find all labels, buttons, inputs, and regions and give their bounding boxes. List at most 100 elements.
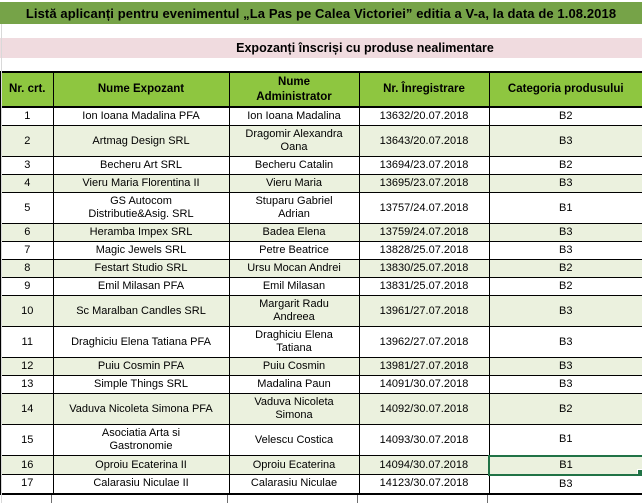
cell-expozant[interactable]: Emil Milasan PFA — [52, 277, 230, 296]
cell-expozant[interactable]: Vaduva Nicoleta Simona PFA — [52, 393, 230, 425]
cell-nr-crt[interactable]: 1 — [0, 106, 54, 126]
cell-categoria[interactable]: B1 — [488, 454, 642, 476]
cell-inregistrare[interactable]: 14091/30.07.2018 — [358, 375, 490, 394]
cell-inregistrare[interactable]: 13961/27.07.2018 — [358, 295, 490, 327]
cell-expozant[interactable]: Simple Things SRL — [52, 375, 230, 394]
cell-administrator[interactable]: Petre Beatrice — [228, 241, 360, 260]
cell-categoria[interactable]: B3 — [488, 125, 642, 157]
cell-expozant[interactable]: GS Autocom Distributie&Asig. SRL — [52, 192, 230, 224]
cell-categoria[interactable]: B1 — [488, 424, 642, 456]
cell-nr-crt[interactable]: 8 — [0, 259, 54, 278]
cell-inregistrare[interactable]: 13962/27.07.2018 — [358, 326, 490, 358]
cell-nr-crt[interactable]: 16 — [0, 455, 54, 475]
cell-nr-crt[interactable]: 11 — [0, 326, 54, 358]
cell-administrator[interactable]: Vieru Maria — [228, 174, 360, 193]
cell-administrator[interactable]: Velescu Costica — [228, 424, 360, 456]
col-header-nr-crt[interactable]: Nr. crt. — [0, 71, 54, 108]
cell-categoria[interactable]: B3 — [488, 375, 642, 394]
cell-categoria[interactable]: B1 — [488, 192, 642, 224]
table-row: 14 Vaduva Nicoleta Simona PFA Vaduva Nic… — [0, 393, 642, 425]
cell-nr-crt[interactable]: 10 — [0, 295, 54, 327]
cell-nr-crt[interactable]: 14 — [0, 393, 54, 425]
cell-inregistrare[interactable]: 13694/23.07.2018 — [358, 156, 490, 175]
cell-administrator[interactable]: Vaduva Nicoleta Simona — [228, 393, 360, 425]
cell-administrator[interactable]: Draghiciu Elena Tatiana — [228, 326, 360, 358]
cell-nr-crt[interactable]: 2 — [0, 125, 54, 157]
cell-categoria[interactable]: B3 — [488, 357, 642, 376]
cell-categoria[interactable]: B3 — [488, 326, 642, 358]
col-header-inregistrare[interactable]: Nr. Înregistrare — [358, 71, 490, 108]
cell-inregistrare[interactable]: 13757/24.07.2018 — [358, 192, 490, 224]
cell-nr-crt[interactable]: 7 — [0, 241, 54, 260]
cell-inregistrare[interactable]: 14092/30.07.2018 — [358, 393, 490, 425]
cell-expozant[interactable]: Artmag Design SRL — [52, 125, 230, 157]
cell-inregistrare[interactable]: 13831/25.07.2018 — [358, 277, 490, 296]
cell-administrator[interactable]: Madalina Paun — [228, 375, 360, 394]
cell-expozant[interactable]: Magic Jewels SRL — [52, 241, 230, 260]
cell-expozant[interactable]: Festart Studio SRL — [52, 259, 230, 278]
cell-administrator[interactable]: Ursu Mocan Andrei — [228, 259, 360, 278]
cell-categoria[interactable]: B2 — [488, 106, 642, 126]
cell-categoria[interactable]: B3 — [488, 295, 642, 327]
cell-administrator[interactable]: Calarasiu Niculae — [228, 474, 360, 494]
cell-expozant[interactable]: Sc Maralban Candles SRL — [52, 295, 230, 327]
cell-inregistrare[interactable]: 13759/24.07.2018 — [358, 223, 490, 242]
cell-administrator[interactable]: Stuparu Gabriel Adrian — [228, 192, 360, 224]
cell-expozant[interactable]: Asociatia Arta si Gastronomie — [52, 424, 230, 456]
title-bar[interactable]: Listă aplicanți pentru evenimentul „La P… — [0, 2, 642, 24]
cell-nr-crt[interactable]: 12 — [0, 357, 54, 376]
col-header-administrator[interactable]: Nume Administrator — [228, 71, 360, 108]
subtitle-bar[interactable]: Expozanți înscriși cu produse nealimenta… — [0, 38, 642, 58]
cell-expozant[interactable]: Ion Ioana Madalina PFA — [52, 106, 230, 126]
cell-administrator[interactable]: Ion Ioana Madalina — [228, 106, 360, 126]
cell-categoria[interactable]: B2 — [488, 393, 642, 425]
cell-nr-crt[interactable]: 3 — [0, 156, 54, 175]
table-row: 9 Emil Milasan PFA Emil Milasan 13831/25… — [0, 277, 642, 296]
cell-categoria[interactable]: B2 — [488, 277, 642, 296]
cell-nr-crt[interactable]: 15 — [0, 424, 54, 456]
cell-expozant[interactable]: Draghiciu Elena Tatiana PFA — [52, 326, 230, 358]
cell-administrator[interactable]: Badea Elena — [228, 223, 360, 242]
cell-expozant[interactable]: Calarasiu Niculae II — [52, 474, 230, 494]
cell-categoria[interactable]: B3 — [488, 174, 642, 193]
gridline-stub — [357, 494, 358, 503]
cell-categoria[interactable]: B2 — [488, 259, 642, 278]
cell-inregistrare[interactable]: 13830/25.07.2018 — [358, 259, 490, 278]
cell-inregistrare[interactable]: 13828/25.07.2018 — [358, 241, 490, 260]
cell-nr-crt[interactable]: 9 — [0, 277, 54, 296]
cell-inregistrare[interactable]: 13632/20.07.2018 — [358, 106, 490, 126]
cell-inregistrare[interactable]: 14123/30.07.2018 — [358, 474, 490, 494]
cell-categoria[interactable]: B3 — [488, 474, 642, 494]
table-row: 13 Simple Things SRL Madalina Paun 14091… — [0, 375, 642, 394]
gridline-stub — [227, 494, 228, 503]
cell-administrator[interactable]: Puiu Cosmin — [228, 357, 360, 376]
gridline-stub — [1, 494, 2, 503]
applicants-table: Nr. crt. Nume Expozant Nume Administrato… — [0, 71, 642, 495]
cell-inregistrare[interactable]: 13981/27.07.2018 — [358, 357, 490, 376]
cell-inregistrare[interactable]: 14093/30.07.2018 — [358, 424, 490, 456]
cell-administrator[interactable]: Becheru Catalin — [228, 156, 360, 175]
cell-expozant[interactable]: Vieru Maria Florentina II — [52, 174, 230, 193]
cell-expozant[interactable]: Heramba Impex SRL — [52, 223, 230, 242]
cell-expozant[interactable]: Becheru Art SRL — [52, 156, 230, 175]
cell-categoria[interactable]: B3 — [488, 241, 642, 260]
table-row: 2 Artmag Design SRL Dragomir Alexandra O… — [0, 125, 642, 157]
cell-administrator[interactable]: Emil Milasan — [228, 277, 360, 296]
cell-nr-crt[interactable]: 6 — [0, 223, 54, 242]
cell-inregistrare[interactable]: 13695/23.07.2018 — [358, 174, 490, 193]
cell-nr-crt[interactable]: 17 — [0, 474, 54, 494]
cell-administrator[interactable]: Margarit Radu Andreea — [228, 295, 360, 327]
col-header-expozant[interactable]: Nume Expozant — [52, 71, 230, 108]
cell-categoria[interactable]: B2 — [488, 156, 642, 175]
cell-categoria[interactable]: B3 — [488, 223, 642, 242]
cell-administrator[interactable]: Dragomir Alexandra Oana — [228, 125, 360, 157]
cell-expozant[interactable]: Puiu Cosmin PFA — [52, 357, 230, 376]
cell-nr-crt[interactable]: 13 — [0, 375, 54, 394]
cell-nr-crt[interactable]: 5 — [0, 192, 54, 224]
col-header-categoria[interactable]: Categoria produsului — [488, 71, 642, 108]
cell-administrator[interactable]: Oproiu Ecaterina — [228, 455, 360, 475]
cell-inregistrare[interactable]: 13643/20.07.2018 — [358, 125, 490, 157]
cell-inregistrare[interactable]: 14094/30.07.2018 — [358, 455, 490, 475]
cell-nr-crt[interactable]: 4 — [0, 174, 54, 193]
cell-expozant[interactable]: Oproiu Ecaterina II — [52, 455, 230, 475]
